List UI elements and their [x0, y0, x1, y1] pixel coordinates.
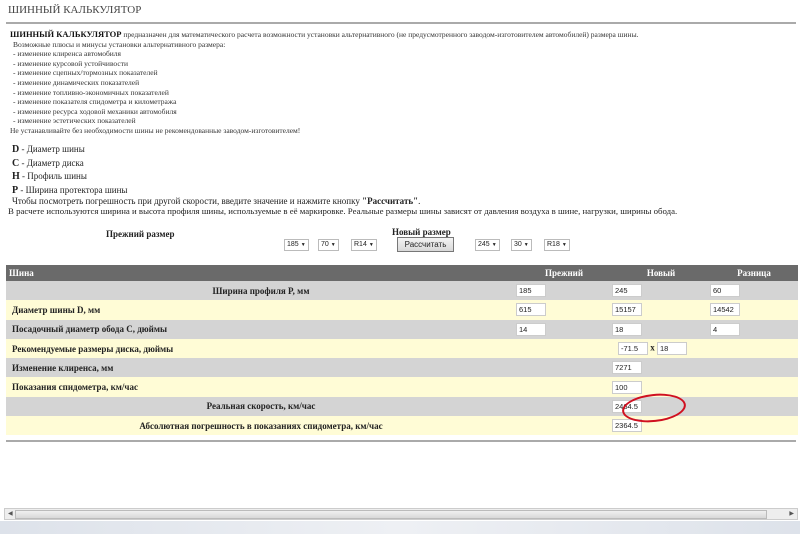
- intro: ШИННЫЙ КАЛЬКУЛЯТОР предназначен для мате…: [10, 29, 790, 136]
- old-rim-select[interactable]: R14 ▼: [351, 239, 377, 251]
- new-value-field[interactable]: 18: [612, 322, 642, 336]
- intro-list: - изменение клиренса автомобиля - измене…: [10, 49, 790, 126]
- list-item: - изменение ресурса ходовой механики авт…: [13, 106, 177, 116]
- old-size-label: Прежний размер: [106, 229, 175, 239]
- intro-subhead: Возможные плюсы и минусы установки альте…: [13, 39, 226, 49]
- intro-lead: предназначен для математического расчета…: [121, 30, 639, 39]
- abs-error-field[interactable]: 2364.5: [612, 419, 642, 433]
- diff-value-field[interactable]: 4: [710, 322, 740, 336]
- chevron-down-icon: ▼: [368, 242, 374, 248]
- table-row: Посадочный диаметр обода C, дюймы 14 18 4: [6, 319, 798, 339]
- legend-item: C - Диаметр диска: [12, 157, 84, 169]
- diff-value-field[interactable]: 60: [710, 284, 740, 298]
- table-row: Реальная скорость, км/час 2464.5: [6, 396, 798, 417]
- legend-item: P - Ширина протектора шины: [12, 184, 128, 196]
- table-row: Показания спидометра, км/час 100: [6, 377, 798, 397]
- rim-width-field[interactable]: -71.5: [618, 342, 648, 356]
- chevron-down-icon: ▼: [491, 242, 497, 248]
- chevron-down-icon: ▼: [330, 242, 336, 248]
- old-value-field[interactable]: 615: [516, 303, 546, 317]
- table-row: Ширина профиля P, мм 185 245 60: [6, 281, 798, 301]
- legend: D - Диаметр шины C - Диаметр диска H - П…: [12, 143, 127, 197]
- clearance-field[interactable]: 7271: [612, 361, 642, 375]
- list-item: - изменение клиренса автомобиля: [13, 49, 121, 59]
- old-value-field[interactable]: 185: [516, 284, 546, 298]
- divider: [6, 22, 796, 24]
- header-diff: Разница: [710, 265, 798, 281]
- new-rim-select[interactable]: R18 ▼: [544, 239, 570, 251]
- table-row: Абсолютная погрешность в показаниях спид…: [6, 416, 798, 436]
- divider: [6, 440, 796, 442]
- calculate-button[interactable]: Рассчитать: [397, 237, 454, 252]
- intro-warning: Не устанавливайте без необходимости шины…: [10, 125, 301, 135]
- header-old: Прежний: [516, 265, 612, 281]
- intro-lead-bold: ШИННЫЙ КАЛЬКУЛЯТОР: [10, 29, 122, 39]
- list-item: - изменение сцепных/тормозных показателе…: [13, 68, 158, 78]
- chevron-down-icon: ▼: [300, 242, 306, 248]
- chevron-down-icon: ▼: [561, 242, 567, 248]
- new-value-field[interactable]: 15157: [612, 303, 642, 317]
- legend-item: H - Профиль шины: [12, 171, 87, 182]
- chevron-down-icon: ▼: [523, 242, 529, 248]
- header-tire: Шина: [6, 265, 516, 281]
- old-width-select[interactable]: 185 ▼: [284, 239, 309, 251]
- list-item: - изменение топливно-экономичных показат…: [13, 87, 169, 97]
- diff-value-field[interactable]: 14542: [710, 303, 740, 317]
- scroll-left-icon[interactable]: ◀: [8, 511, 13, 517]
- real-speed-field[interactable]: 2464.5: [612, 399, 642, 413]
- new-size-label: Новый размер: [392, 227, 451, 237]
- list-item: - изменение курсовой устойчивости: [13, 58, 128, 68]
- legend-item: D - Диаметр шины: [12, 144, 85, 155]
- header-new: Новый: [612, 265, 710, 281]
- new-width-select[interactable]: 245 ▼: [475, 239, 500, 251]
- table-row: Рекомендуемые размеры диска, дюймы -71.5 …: [6, 338, 798, 359]
- page-title: ШИННЫЙ КАЛЬКУЛЯТОР: [8, 4, 142, 16]
- list-item: - изменение динамических показателей: [13, 77, 140, 87]
- scroll-right-icon[interactable]: ▶: [789, 511, 794, 517]
- new-profile-select[interactable]: 30 ▼: [511, 239, 532, 251]
- old-value-field[interactable]: 14: [516, 322, 546, 336]
- horizontal-scrollbar[interactable]: ◀ ▶: [4, 508, 798, 520]
- info: В расчете используются ширина и высота п…: [8, 206, 678, 216]
- speedometer-input[interactable]: 100: [612, 380, 642, 394]
- table-row: Изменение клиренса, мм 7271: [6, 358, 798, 378]
- hint: Чтобы посмотреть погрешность при другой …: [12, 196, 421, 206]
- taskbar: [0, 521, 800, 534]
- rim-diameter-field[interactable]: 18: [657, 342, 687, 356]
- new-value-field[interactable]: 245: [612, 284, 642, 298]
- list-item: - изменение эстетических показателей: [13, 116, 136, 126]
- scrollbar-thumb[interactable]: [15, 510, 767, 519]
- list-item: - изменение показателя спидометра и кило…: [13, 97, 177, 107]
- results-table: Шина Прежний Новый Разница Ширина профиля P…: [6, 265, 798, 436]
- table-row: Диаметр шины D, мм 615 15157 14542: [6, 300, 798, 320]
- old-profile-select[interactable]: 70 ▼: [318, 239, 339, 251]
